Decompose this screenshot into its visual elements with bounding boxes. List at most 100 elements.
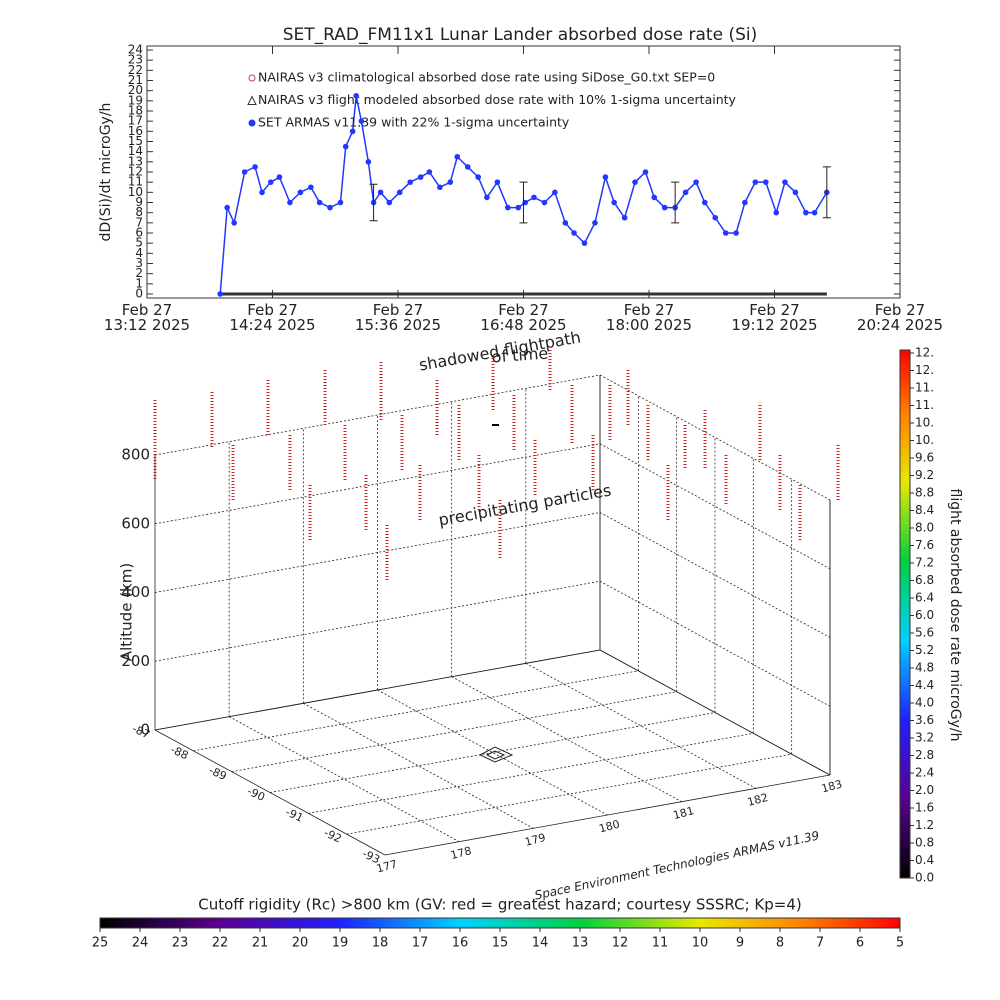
y-tick-label: 12	[128, 165, 143, 179]
rigidity-tick-label: 25	[92, 936, 109, 951]
x-tick-label: 183	[820, 778, 844, 796]
data-point	[358, 118, 365, 124]
data-point	[515, 204, 522, 211]
data-point	[297, 189, 304, 196]
y-tick-label: 8	[135, 205, 143, 219]
colorbar-tick-label: 8.0	[915, 521, 934, 535]
error-bar	[519, 181, 528, 224]
data-point	[494, 179, 501, 185]
z-tick-label: 600	[121, 514, 150, 532]
colorbar-tick-label: 12.	[915, 363, 934, 377]
x-tick-label: 180	[598, 818, 622, 836]
colorbar-tick-label: 6.4	[915, 591, 934, 605]
data-point	[782, 179, 788, 185]
y-tick-label: 21	[128, 73, 143, 87]
y-tick-label: 19	[128, 93, 143, 107]
data-point	[386, 199, 393, 206]
data-point	[742, 199, 748, 206]
rigidity-bar-label: Cutoff rigidity (Rc) >800 km (GV: red = …	[198, 896, 801, 914]
x-tick-label: Feb 27 14:24 2025	[229, 301, 316, 334]
data-point	[642, 169, 649, 175]
lander-marker	[478, 746, 514, 763]
colorbar-tick-label: 0.0	[915, 871, 934, 885]
colorbar-tick-label: 0.4	[915, 853, 934, 867]
grid-line	[384, 774, 831, 856]
data-point	[342, 143, 349, 150]
colorbar-tick-label: 11.	[915, 381, 934, 395]
rigidity-colorbar	[99, 917, 901, 929]
y-tick-label: 7	[135, 215, 143, 229]
y-tick-label: 13	[128, 154, 143, 168]
x-tick-label: Feb 27 19:12 2025	[731, 301, 818, 334]
y-axis-label: dD(Si)/dt microGy/h	[98, 103, 114, 242]
colorbar-tick-label: 11.	[915, 398, 934, 412]
data-point	[581, 240, 588, 246]
rigidity-tick-label: 7	[816, 936, 824, 951]
rigidity-tick-label: 17	[412, 936, 429, 951]
colorbar-tick-label: 4.0	[915, 696, 934, 710]
rigidity-tick-label: 15	[492, 936, 509, 951]
data-point	[417, 174, 424, 180]
y-tick-label: 15	[128, 134, 143, 148]
data-point	[287, 199, 293, 206]
colorbar-tick-label: 3.2	[915, 731, 934, 745]
rigidity-tick-label: 22	[212, 936, 229, 951]
data-point	[752, 179, 759, 185]
chart-title: SET_RAD_FM11x1 Lunar Lander absorbed dos…	[283, 25, 757, 45]
y-tick-label: 24	[128, 43, 143, 57]
data-point	[426, 169, 433, 175]
data-point	[276, 174, 283, 180]
grid-line	[308, 732, 754, 814]
rigidity-tick-label: 24	[132, 936, 149, 951]
data-point	[661, 204, 668, 211]
colorbar-tick-label: 1.2	[915, 818, 934, 832]
annotation: of time	[491, 344, 549, 367]
y-tick-label: 20	[128, 83, 143, 97]
y-tick-label: 22	[128, 63, 143, 77]
rigidity-tick-label: 9	[736, 936, 744, 951]
colorbar-label: flight absorbed dose rate microGy/h	[947, 489, 963, 742]
data-point	[377, 189, 384, 196]
colorbar-tick-label: 10.	[915, 433, 934, 447]
grid-line	[346, 753, 792, 835]
grid-line	[269, 712, 716, 793]
y-tick-label: 0	[135, 287, 143, 301]
data-point	[217, 291, 224, 297]
rigidity-tick-label: 20	[292, 936, 309, 951]
rigidity-tick-label: 21	[252, 936, 269, 951]
data-point	[365, 159, 372, 165]
data-point	[701, 199, 708, 206]
data-point	[592, 220, 598, 226]
x-tick-label: 179	[523, 831, 547, 849]
x-tick-label: Feb 27 18:00 2025	[605, 301, 693, 334]
legend-marker	[247, 95, 257, 105]
y-tick-label: 6	[135, 226, 143, 240]
data-point	[484, 194, 490, 201]
data-point	[693, 179, 699, 185]
y-tick-label: 3	[135, 256, 143, 270]
colorbar-tick-label: 7.6	[915, 538, 934, 552]
series-line	[219, 95, 828, 295]
y-tick-label: 17	[128, 114, 143, 128]
data-point	[651, 194, 658, 201]
data-point	[259, 189, 265, 196]
colorbar-tick-label: 2.4	[915, 766, 934, 780]
data-point	[327, 204, 333, 211]
data-point	[541, 199, 548, 206]
data-point	[552, 189, 558, 196]
grid-line	[154, 649, 601, 731]
y-tick-label: -90	[245, 785, 267, 804]
colorbar-tick-label: 4.4	[915, 678, 934, 692]
data-point	[353, 92, 359, 99]
data-point	[396, 189, 403, 196]
data-point	[241, 169, 248, 175]
data-point	[267, 179, 274, 185]
colorbar-tick-label: 6.0	[915, 608, 934, 622]
data-point	[231, 220, 237, 226]
data-point	[682, 189, 689, 196]
colorbar-tick-label: 5.2	[915, 643, 934, 657]
y-tick-label: 11	[128, 175, 143, 189]
data-point	[803, 209, 809, 216]
grid-line	[154, 443, 601, 525]
